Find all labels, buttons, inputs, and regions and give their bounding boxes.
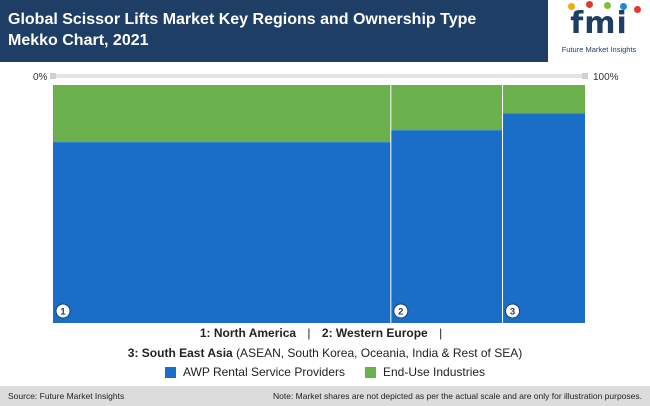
region-3-name: South East Asia [141,346,233,360]
logo-text: fmi [570,6,628,41]
x-axis-start-label: 0% [33,72,48,83]
column-badge-label-3: 3 [510,307,515,318]
region-3-number: 3: [127,346,139,360]
legend-item-end-use: End-Use Industries [365,365,485,379]
legend-item-awp: AWP Rental Service Providers [164,365,345,379]
legend-label-awp: AWP Rental Service Providers [182,365,345,379]
mekko-segment-awp-2 [390,130,503,323]
column-badge-1 [55,303,71,319]
source-note: Source: Future Market Insights [8,391,125,401]
mekko-segment-end-use-1 [53,85,391,143]
chart-title: Global Scissor Lifts Market Key Regions … [8,11,477,49]
logo-dot [568,3,575,10]
mekko-bars [53,85,585,323]
logo-dot [634,6,641,13]
x-axis: 0% 100% [33,72,619,83]
x-axis-end-label: 100% [593,72,619,83]
chart-header: Global Scissor Lifts Market Key Regions … [0,0,650,62]
region-legend-line-2: 3: South East Asia (ASEAN, South Korea, … [0,346,650,360]
logo-subtitle: Future Market Insights [561,45,637,54]
disclaimer-note: Note: Market shares are not depicted as … [272,391,642,401]
column-badge-2 [393,303,409,319]
region-legend-line-1: 1: North America | 2: Western Europe | [0,326,650,340]
mekko-segment-end-use-3 [502,85,585,114]
series-legend: AWP Rental Service Providers End-Use Ind… [0,365,650,379]
region-3-detail: (ASEAN, South Korea, Oceania, India & Re… [236,346,523,360]
legend-label-end-use: End-Use Industries [383,365,486,379]
column-labels: 1 2 3 [55,303,521,319]
legend-swatch-awp [164,366,176,378]
fmi-logo: fmi Future Market Insights [548,0,650,62]
region-2-number: 2: [321,326,333,340]
mekko-chart: 0% 100% 1 2 3 [33,72,619,323]
column-badge-3 [505,303,521,319]
logo-dot [620,3,627,10]
mekko-segment-awp-1 [53,142,391,323]
column-badge-label-2: 2 [398,307,403,318]
region-2-name: Western Europe [335,326,428,340]
x-axis-start-marker [50,73,56,79]
region-separator: | [439,326,443,340]
column-badge-label-1: 1 [60,307,66,318]
legend-swatch-end-use [365,366,376,378]
x-axis-end-marker [582,73,588,79]
mekko-segment-awp-3 [502,113,585,323]
logo-dot [604,2,611,9]
mekko-segment-end-use-2 [390,85,503,131]
logo-dot [586,1,593,8]
region-1-number: 1: [199,326,211,340]
chart-footer: Source: Future Market Insights Note: Mar… [0,386,650,406]
region-separator: | [307,326,311,340]
region-1-name: North America [213,326,297,340]
